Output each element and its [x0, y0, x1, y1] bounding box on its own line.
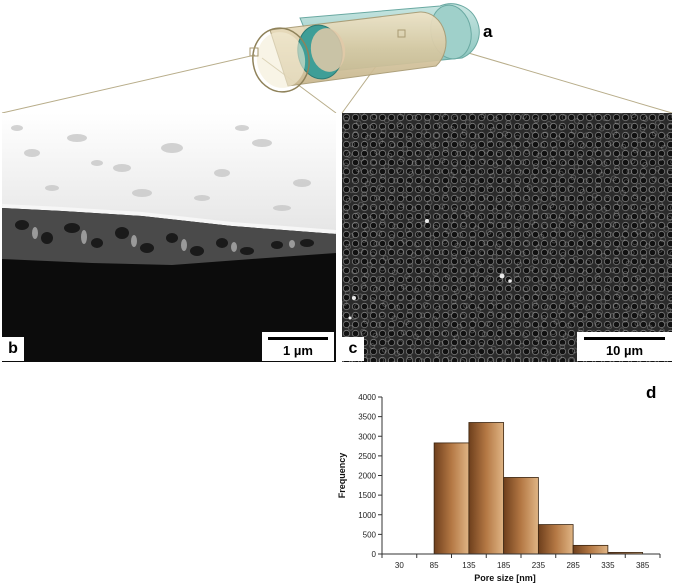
histogram-bar-3: [537, 524, 574, 555]
y-tick-label-1: 500: [363, 530, 377, 539]
marker-square-b: [249, 47, 259, 57]
scale-label-b: 1 µm: [283, 343, 313, 358]
y-tick-label-3: 1500: [358, 491, 376, 500]
sem-image-b: [2, 113, 336, 362]
y-tick-label-4: 2000: [358, 472, 376, 481]
y-tick-label-0: 0: [372, 550, 377, 559]
panel-letter-c: c: [342, 337, 364, 361]
x-tick-label-2: 135: [462, 561, 476, 570]
panel-letter-d: d: [646, 383, 657, 402]
marker-square-c: [397, 29, 406, 38]
histogram-bar-4: [572, 544, 609, 555]
x-tick-label-7: 385: [636, 561, 650, 570]
tube-schematic: [1, 3, 673, 114]
x-tick-label-1: 85: [430, 561, 439, 570]
histogram-bar-0: [433, 442, 470, 555]
x-tick-label-6: 335: [601, 561, 615, 570]
x-axis-label: Pore size [nm]: [474, 573, 536, 583]
histogram-bar-1: [468, 422, 505, 555]
x-tick-label-5: 285: [566, 561, 580, 570]
scale-box-c: 10 µm: [577, 332, 672, 361]
y-tick-label-6: 3000: [358, 432, 376, 441]
x-tick-label-4: 235: [532, 561, 546, 570]
y-tick-label-7: 3500: [358, 413, 376, 422]
y-axis-label: Frequency: [337, 453, 347, 499]
x-tick-label-3: 185: [497, 561, 511, 570]
y-tick-label-2: 1000: [358, 511, 376, 520]
scale-bar-b: [268, 337, 328, 340]
x-tick-label-0: 30: [395, 561, 404, 570]
connector-line-b-left: [1, 54, 256, 114]
histogram-bar-2: [503, 477, 539, 555]
pore-size-histogram: 0 500 1000 1500 2000 2500 3000 3500 4000 30 85 135 1…: [337, 393, 661, 583]
scale-label-c: 10 µm: [605, 343, 644, 358]
panel-letter-b: b: [2, 337, 24, 361]
tube-front-opening: [252, 27, 310, 93]
scale-bar-c: [584, 337, 665, 340]
y-tick-label-5: 2500: [358, 452, 376, 461]
scale-box-b: 1 µm: [262, 332, 334, 361]
sem-image-c: [342, 113, 672, 362]
panel-letter-a: a: [483, 22, 493, 41]
y-tick-label-8: 4000: [358, 393, 376, 402]
